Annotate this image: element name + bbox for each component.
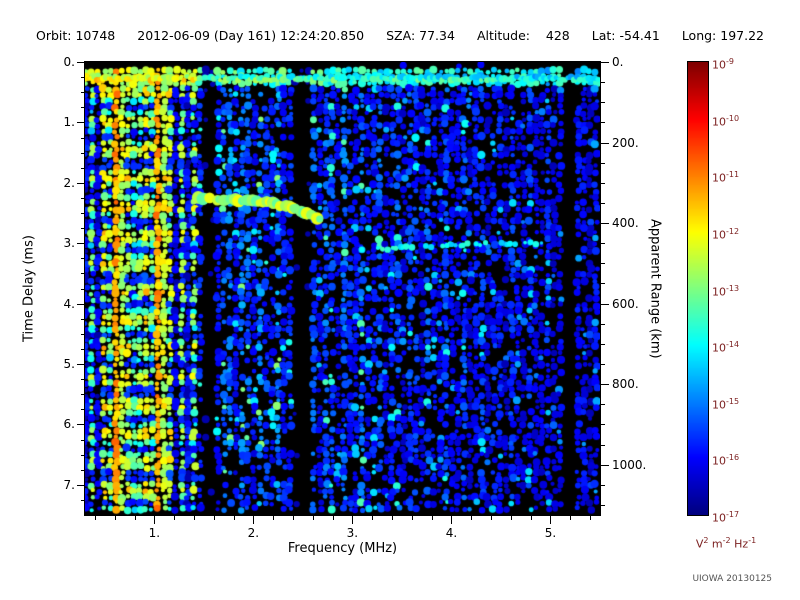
axis-tick <box>601 364 605 365</box>
header: Orbit: 10748 2012-06-09 (Day 161) 12:24:2… <box>36 28 764 43</box>
axis-tick <box>233 516 235 520</box>
axis-tick <box>570 516 572 520</box>
axis-tick <box>213 516 215 520</box>
axis-tick <box>601 484 605 486</box>
axis-tick <box>590 516 592 520</box>
y-tick-label: 4. <box>63 296 75 311</box>
axis-tick <box>601 102 605 104</box>
axis-tick <box>601 142 609 144</box>
colorbar-tick-label: 10-15 <box>712 396 740 412</box>
colorbar-tick-label: 10-14 <box>712 340 740 355</box>
spectrogram-canvas <box>85 62 600 515</box>
axis-tick <box>372 516 374 520</box>
axis-tick <box>451 516 453 524</box>
axis-tick <box>114 516 116 520</box>
colorbar-tick-labels: 10-9 10-10 10-11 10-12 10-13 10-14 10-15 10-16 1… <box>712 0 772 600</box>
y-axis-label: Time Delay (ms) <box>21 235 37 342</box>
y-tick-label: 0. <box>63 55 75 69</box>
axis-tick <box>601 223 609 225</box>
axis-tick <box>174 516 176 520</box>
axis-tick <box>134 516 136 520</box>
header-item: Orbit: 10748 <box>36 28 116 43</box>
colorbar-tick-label: 10-13 <box>712 283 740 299</box>
y-tick-label: 6. <box>63 417 75 432</box>
colorbar-tick-label: 10-10 <box>712 113 740 129</box>
axis-tick <box>601 303 609 305</box>
axis-tick <box>601 243 605 245</box>
axis-tick <box>601 504 605 506</box>
header-item: Lat: -54.41 <box>591 28 660 43</box>
y-tick-label: 2. <box>63 175 75 190</box>
header-item: 2012-06-09 (Day 161) 12:24:20.850 <box>137 28 365 43</box>
axis-tick <box>193 516 195 520</box>
colorbar <box>687 61 709 516</box>
axis-tick <box>601 62 609 63</box>
y2-axis-label: Apparent Range (km) <box>647 218 663 359</box>
axis-tick <box>392 516 394 520</box>
plot-frame <box>84 61 601 516</box>
axis-tick <box>550 516 552 524</box>
axis-tick <box>253 516 255 524</box>
axis-tick <box>154 516 156 524</box>
x-axis-label: Frequency (MHz) <box>287 541 398 556</box>
axis-tick <box>601 323 605 325</box>
axis-tick <box>601 283 605 285</box>
axis-tick <box>352 516 354 524</box>
colorbar-tick-label: 10-12 <box>712 226 740 242</box>
x-tick-label: 4. <box>445 526 458 540</box>
axis-tick <box>601 202 605 204</box>
x-tick-label: 2. <box>247 526 260 540</box>
axis-tick <box>601 444 605 446</box>
axis-tick <box>601 82 605 84</box>
axis-tick <box>601 122 605 124</box>
axis-tick <box>601 404 605 406</box>
axis-tick <box>312 516 314 520</box>
y-tick-label: 1. <box>63 115 75 130</box>
y-tick-label: 3. <box>63 236 75 251</box>
y-tick-label: 5. <box>63 357 75 371</box>
axis-tick <box>431 516 433 520</box>
axis-tick <box>292 516 294 520</box>
axis-tick <box>332 516 334 520</box>
colorbar-tick-label: 10-16 <box>712 453 740 469</box>
axis-tick <box>530 516 532 520</box>
x-tick-label: 3. <box>346 526 359 540</box>
axis-tick <box>601 464 609 466</box>
axis-tick <box>94 516 96 520</box>
axis-tick <box>491 516 493 520</box>
header-item: SZA: 77.34 <box>386 28 455 43</box>
header-item: Altitude: 428 <box>476 28 570 43</box>
colorbar-unit-label: V2 m-2 Hz-1 <box>695 536 757 551</box>
colorbar-tick-label: 10-9 <box>712 57 734 72</box>
axis-tick <box>601 162 605 164</box>
y-tick-label: 7. <box>63 477 75 492</box>
axis-tick <box>411 516 413 520</box>
axis-tick <box>601 263 605 265</box>
axis-tick <box>273 516 275 520</box>
axis-tick <box>601 384 609 386</box>
credit-text: UIOWA 20130125 <box>692 574 772 584</box>
axis-tick <box>510 516 512 520</box>
axis-tick <box>601 424 605 426</box>
axis-tick <box>601 343 605 345</box>
x-tick-label: 5. <box>544 526 557 540</box>
x-tick-label: 1. <box>148 526 161 540</box>
colorbar-tick-label: 10-17 <box>712 510 740 525</box>
axis-tick <box>471 516 473 520</box>
axis-tick <box>601 182 605 184</box>
colorbar-tick-label: 10-11 <box>712 170 740 185</box>
colorbar-gradient <box>688 62 708 515</box>
header-item: Long: 197.22 <box>681 28 764 43</box>
